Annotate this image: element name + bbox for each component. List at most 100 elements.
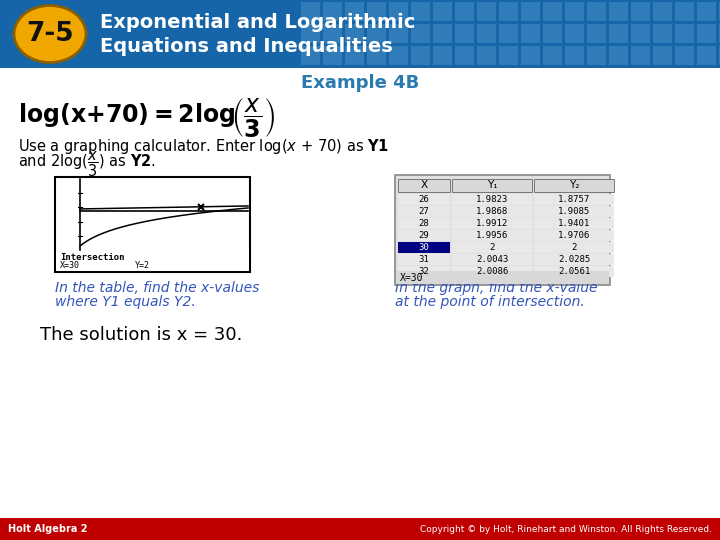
Bar [675, 24, 694, 43]
Bar [455, 46, 474, 65]
Bar [499, 2, 518, 21]
Bar [534, 266, 614, 277]
Bar [477, 46, 496, 65]
Bar [452, 230, 532, 241]
Text: at the point of intersection.: at the point of intersection. [395, 295, 585, 309]
Bar [301, 2, 320, 21]
Bar [301, 24, 320, 43]
Bar [534, 230, 614, 241]
Bar [565, 2, 584, 21]
Text: The solution is x = 30.: The solution is x = 30. [40, 326, 243, 344]
Text: Y=2: Y=2 [135, 261, 150, 271]
Bar [631, 46, 650, 65]
Bar [521, 24, 540, 43]
Bar [653, 24, 672, 43]
Bar [55, 177, 250, 272]
Text: 7-5: 7-5 [26, 21, 74, 47]
Text: Equations and Inequalities: Equations and Inequalities [100, 37, 392, 56]
Text: Copyright © by Holt, Rinehart and Winston. All Rights Reserved.: Copyright © by Holt, Rinehart and Winsto… [420, 524, 712, 534]
Bar [398, 179, 450, 192]
Bar [587, 24, 606, 43]
Text: 26: 26 [418, 195, 429, 204]
Bar [389, 2, 408, 21]
Bar [433, 2, 452, 21]
Text: where Y1 equals Y2.: where Y1 equals Y2. [55, 295, 196, 309]
Bar [521, 2, 540, 21]
Bar [565, 24, 584, 43]
Bar [534, 179, 614, 192]
Bar [587, 2, 606, 21]
Text: 1.9868: 1.9868 [476, 207, 508, 216]
Text: 1.8757: 1.8757 [558, 195, 590, 204]
Text: In the table, find the x-values: In the table, find the x-values [55, 281, 259, 295]
Bar [56, 250, 249, 271]
Bar [0, 518, 720, 540]
Bar [323, 24, 342, 43]
Bar [499, 46, 518, 65]
Text: 1.9912: 1.9912 [476, 219, 508, 228]
Bar [631, 2, 650, 21]
Ellipse shape [14, 5, 86, 63]
Bar [389, 46, 408, 65]
Bar [609, 46, 628, 65]
Bar [534, 254, 614, 265]
Bar [345, 24, 364, 43]
Bar [719, 46, 720, 65]
Bar [433, 46, 452, 65]
Bar [534, 242, 614, 253]
Text: and 2log($\mathit{\dfrac{x}{3}}$) as $\bf{Y2}$.: and 2log($\mathit{\dfrac{x}{3}}$) as $\b… [18, 149, 156, 179]
Text: Exponential and Logarithmic: Exponential and Logarithmic [100, 12, 415, 31]
Text: Example 4B: Example 4B [301, 74, 419, 92]
Bar [0, 0, 720, 68]
Bar [411, 2, 430, 21]
Bar [543, 24, 562, 43]
Bar [534, 194, 614, 205]
Bar [455, 24, 474, 43]
Bar [609, 2, 628, 21]
Text: 30: 30 [418, 243, 429, 252]
Text: 2.0043: 2.0043 [476, 255, 508, 264]
Bar [719, 24, 720, 43]
Text: Intersection: Intersection [60, 253, 125, 262]
Bar [455, 2, 474, 21]
Bar [452, 179, 532, 192]
Text: 28: 28 [418, 219, 429, 228]
Bar [653, 46, 672, 65]
Bar [534, 218, 614, 229]
Text: X=30: X=30 [400, 273, 423, 283]
Text: $\bf{log(}$$\it{\bf{x}}$$\bf{ + 70) = 2log\!\left(\dfrac{\mathit{x}}{3}\right)}$: $\bf{log(}$$\it{\bf{x}}$$\bf{ + 70) = 2l… [18, 96, 275, 140]
Text: Use a graphing calculator. Enter log($\mathit{x}$ + 70) as $\bf{Y1}$: Use a graphing calculator. Enter log($\m… [18, 137, 390, 156]
Bar [631, 24, 650, 43]
Bar [587, 46, 606, 65]
Text: X=30: X=30 [60, 261, 80, 271]
Bar [609, 24, 628, 43]
Bar [697, 2, 716, 21]
Bar [565, 46, 584, 65]
Text: 2: 2 [571, 243, 577, 252]
Bar [675, 2, 694, 21]
Text: 1.9085: 1.9085 [558, 207, 590, 216]
Text: 27: 27 [418, 207, 429, 216]
Bar [367, 2, 386, 21]
Bar [395, 175, 610, 285]
Bar [398, 242, 450, 253]
Text: 2.0285: 2.0285 [558, 255, 590, 264]
Bar [398, 194, 450, 205]
Bar [398, 266, 450, 277]
Bar [411, 46, 430, 65]
Text: 2: 2 [490, 243, 495, 252]
Bar [367, 46, 386, 65]
Bar [477, 24, 496, 43]
Text: In the graph, find the x-value: In the graph, find the x-value [395, 281, 598, 295]
Bar [452, 266, 532, 277]
Bar [452, 194, 532, 205]
Bar [675, 46, 694, 65]
Bar [323, 46, 342, 65]
Bar [452, 242, 532, 253]
Bar [534, 206, 614, 217]
Text: 32: 32 [418, 267, 429, 276]
Text: Y₂: Y₂ [569, 180, 579, 191]
Text: Y₁: Y₁ [487, 180, 498, 191]
Bar [345, 46, 364, 65]
Bar [396, 271, 609, 284]
